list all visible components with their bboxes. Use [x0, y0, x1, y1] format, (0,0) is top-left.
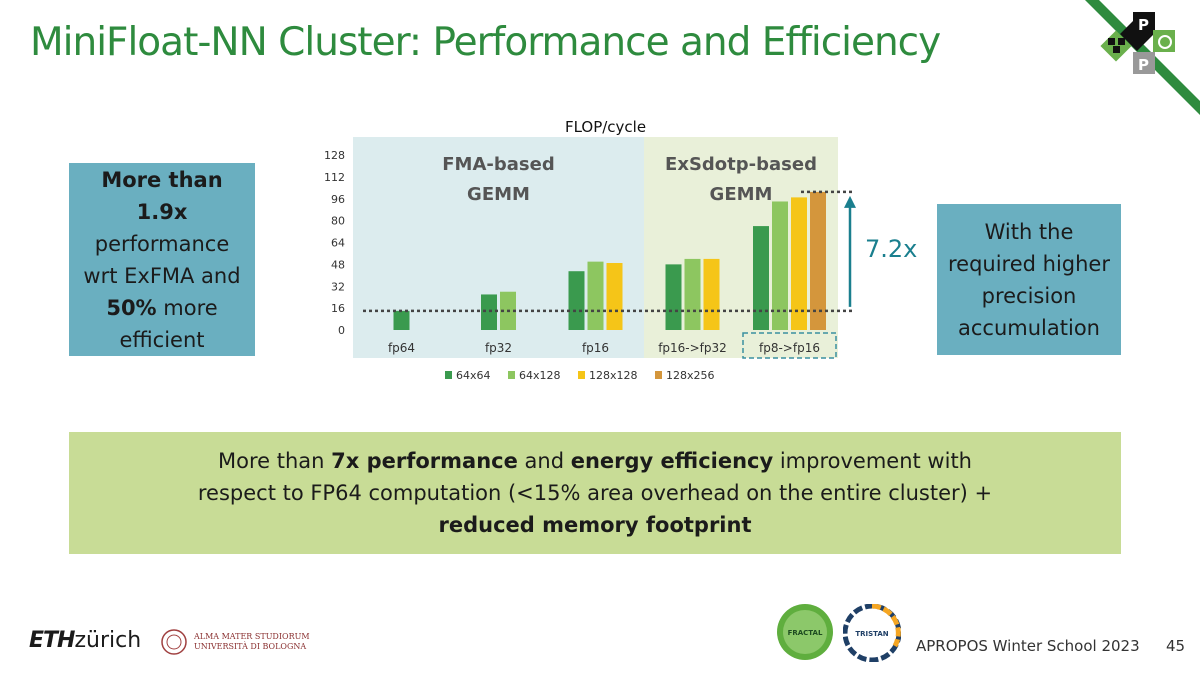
- tristan-logo: TRISTAN: [843, 604, 901, 662]
- x-tick-4: fp8->fp16: [759, 341, 820, 355]
- legend-swatch-128x256: [655, 371, 662, 379]
- legend-swatch-64x128: [508, 371, 515, 379]
- legend-swatch-64x64: [445, 371, 452, 379]
- unibo-logo: ALMA MATER STUDIORUM UNIVERSITÀ DI BOLOG…: [160, 628, 310, 656]
- region-label-1-line2: GEMM: [710, 184, 773, 205]
- y-tick-0: 0: [338, 324, 345, 337]
- corner-inner-triangle: [1099, 0, 1200, 101]
- corner-letter-p2: P: [1138, 56, 1149, 74]
- bar-fp64-64x64: [393, 310, 410, 330]
- highlight-box: [742, 332, 837, 359]
- x-tick-0: fp64: [388, 341, 415, 355]
- bar-fp16fp32-64x128: [684, 258, 701, 330]
- unibo-line2: UNIVERSITÀ DI BOLOGNA: [194, 642, 307, 651]
- left-line4-rest: more: [156, 295, 218, 320]
- y-tick-16: 16: [331, 302, 345, 315]
- region-label-0-line2: GEMM: [467, 184, 530, 205]
- x-tick-3: fp16->fp32: [658, 341, 727, 355]
- summary-bold3: reduced memory footprint: [438, 513, 752, 537]
- left-callout: More than 1.9x performance wrt ExFMA and…: [69, 163, 255, 356]
- unibo-seal-icon: [161, 629, 187, 655]
- left-line2: performance: [94, 231, 230, 256]
- fractal-label: FRACTAL: [788, 629, 823, 637]
- left-line5: efficient: [119, 327, 205, 352]
- eth-logo: ETHzürich: [29, 628, 141, 653]
- slide-title: MiniFloat-NN Cluster: Performance and Ef…: [30, 20, 941, 65]
- y-tick-48: 48: [331, 258, 345, 271]
- right-callout: With the required higher precision accum…: [937, 204, 1121, 355]
- legend-label-128x128: 128x128: [589, 369, 638, 382]
- improvement-arrow-head: [844, 195, 856, 208]
- legend-swatch-128x128: [578, 371, 585, 379]
- corner-letter-p1: P: [1138, 16, 1149, 34]
- region-label-0-line1: FMA-based: [442, 154, 554, 175]
- bar-fp16-128x128: [606, 263, 623, 330]
- bar-fp16fp32-128x128: [703, 258, 720, 330]
- bar-fp8fp16-64x64: [753, 226, 769, 330]
- x-tick-1: fp32: [485, 341, 512, 355]
- bar-fp8fp16-128x256: [810, 191, 826, 330]
- eth-logo-rest: zürich: [74, 628, 142, 653]
- x-tick-2: fp16: [582, 341, 609, 355]
- right-callout-text: With the required higher precision accum…: [947, 219, 1110, 340]
- bar-fp16-64x128: [587, 261, 604, 330]
- page-number: 45: [1166, 637, 1186, 655]
- y-tick-64: 64: [331, 237, 345, 250]
- unibo-line1: ALMA MATER STUDIORUM: [194, 632, 310, 641]
- tristan-label: TRISTAN: [855, 630, 888, 638]
- summary-part1: More than: [217, 449, 332, 473]
- fractal-logo: FRACTAL: [777, 604, 833, 660]
- flop-chart: FMA-based GEMM ExSdotp-based GEMM FLOP/cycle…: [324, 118, 917, 382]
- eth-logo-bold: ETH: [29, 628, 75, 653]
- legend-label-64x128: 64x128: [519, 369, 561, 382]
- summary-bold2: energy efficiency: [570, 449, 774, 473]
- summary-part3: improvement with respect to FP64 computa…: [197, 449, 993, 505]
- summary-bold1: 7x performance: [331, 449, 518, 473]
- y-tick-32: 32: [331, 280, 345, 293]
- y-tick-96: 96: [331, 193, 345, 206]
- chart-title: FLOP/cycle: [565, 118, 646, 136]
- summary-text: More than 7x performance and energy effi…: [189, 445, 1001, 541]
- y-tick-128: 128: [324, 149, 345, 162]
- puzzle-icon: [1100, 12, 1175, 74]
- left-line4-bold: 50%: [106, 295, 157, 320]
- improvement-label: 7.2x: [865, 235, 917, 263]
- bar-fp8fp16-128x128: [791, 197, 807, 330]
- bar-fp32-64x64: [481, 294, 497, 330]
- legend-label-64x64: 64x64: [456, 369, 491, 382]
- left-line3: wrt ExFMA and: [83, 263, 241, 288]
- summary-box: More than 7x performance and energy effi…: [69, 432, 1121, 554]
- legend-label-128x256: 128x256: [666, 369, 715, 382]
- y-tick-112: 112: [324, 171, 345, 184]
- region-label-1-line1: ExSdotp-based: [665, 154, 817, 175]
- summary-part2: and: [517, 449, 571, 473]
- bar-fp16fp32-64x64: [665, 264, 682, 330]
- bar-fp8fp16-64x128: [772, 201, 788, 330]
- left-line1: More than 1.9x: [101, 167, 223, 224]
- corner-logo: P P: [1085, 0, 1200, 115]
- y-tick-80: 80: [331, 215, 345, 228]
- bar-fp16-64x64: [568, 271, 585, 330]
- power-icon: [1158, 35, 1172, 49]
- event-name: APROPOS Winter School 2023: [916, 637, 1140, 655]
